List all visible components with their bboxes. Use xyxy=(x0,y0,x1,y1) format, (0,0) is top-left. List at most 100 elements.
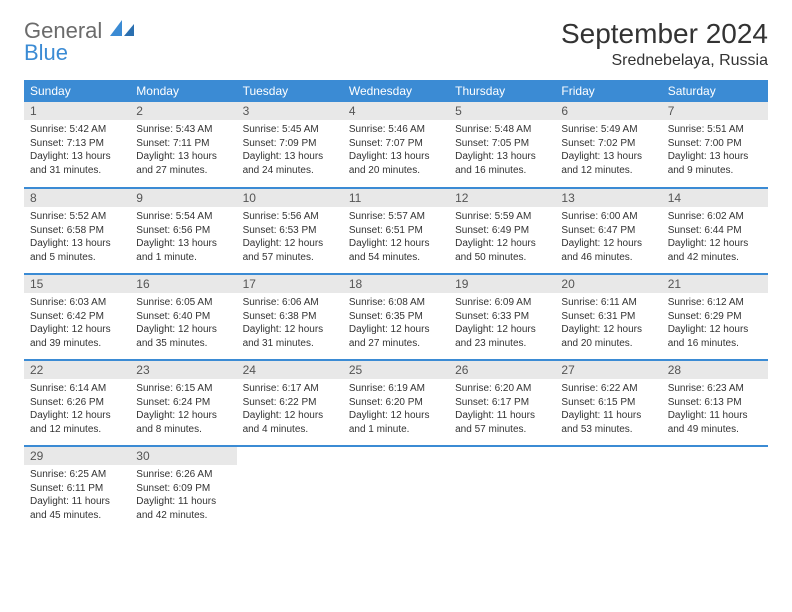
calendar-cell: 16Sunrise: 6:05 AMSunset: 6:40 PMDayligh… xyxy=(130,274,236,360)
daylight-text: Daylight: 11 hours and 57 minutes. xyxy=(455,409,549,436)
sunrise-text: Sunrise: 6:15 AM xyxy=(136,382,230,396)
sunset-text: Sunset: 6:49 PM xyxy=(455,224,549,238)
sunset-text: Sunset: 7:09 PM xyxy=(243,137,337,151)
day-number: 4 xyxy=(343,102,449,120)
sunset-text: Sunset: 6:42 PM xyxy=(30,310,124,324)
daylight-text: Daylight: 12 hours and 27 minutes. xyxy=(349,323,443,350)
daylight-text: Daylight: 12 hours and 57 minutes. xyxy=(243,237,337,264)
sunset-text: Sunset: 6:35 PM xyxy=(349,310,443,324)
day-details: Sunrise: 6:06 AMSunset: 6:38 PMDaylight:… xyxy=(237,293,343,354)
calendar-cell xyxy=(343,446,449,532)
sunset-text: Sunset: 6:09 PM xyxy=(136,482,230,496)
day-number: 21 xyxy=(662,275,768,293)
daylight-text: Daylight: 13 hours and 12 minutes. xyxy=(561,150,655,177)
day-details: Sunrise: 6:14 AMSunset: 6:26 PMDaylight:… xyxy=(24,379,130,440)
weekday-header: Sunday xyxy=(24,80,130,102)
logo-sail-icon xyxy=(108,18,136,38)
day-details: Sunrise: 6:00 AMSunset: 6:47 PMDaylight:… xyxy=(555,207,661,268)
calendar-week-row: 29Sunrise: 6:25 AMSunset: 6:11 PMDayligh… xyxy=(24,446,768,532)
daylight-text: Daylight: 12 hours and 16 minutes. xyxy=(668,323,762,350)
calendar-table: Sunday Monday Tuesday Wednesday Thursday… xyxy=(24,80,768,532)
daylight-text: Daylight: 13 hours and 16 minutes. xyxy=(455,150,549,177)
logo: General Blue xyxy=(24,18,136,64)
day-details: Sunrise: 6:20 AMSunset: 6:17 PMDaylight:… xyxy=(449,379,555,440)
day-number: 25 xyxy=(343,361,449,379)
day-details: Sunrise: 5:52 AMSunset: 6:58 PMDaylight:… xyxy=(24,207,130,268)
sunrise-text: Sunrise: 6:11 AM xyxy=(561,296,655,310)
weekday-header: Tuesday xyxy=(237,80,343,102)
daylight-text: Daylight: 12 hours and 50 minutes. xyxy=(455,237,549,264)
calendar-cell: 19Sunrise: 6:09 AMSunset: 6:33 PMDayligh… xyxy=(449,274,555,360)
sunset-text: Sunset: 6:22 PM xyxy=(243,396,337,410)
calendar-cell: 26Sunrise: 6:20 AMSunset: 6:17 PMDayligh… xyxy=(449,360,555,446)
day-number: 1 xyxy=(24,102,130,120)
daylight-text: Daylight: 13 hours and 20 minutes. xyxy=(349,150,443,177)
sunrise-text: Sunrise: 5:51 AM xyxy=(668,123,762,137)
day-number: 5 xyxy=(449,102,555,120)
daylight-text: Daylight: 12 hours and 42 minutes. xyxy=(668,237,762,264)
day-details: Sunrise: 6:23 AMSunset: 6:13 PMDaylight:… xyxy=(662,379,768,440)
daylight-text: Daylight: 12 hours and 35 minutes. xyxy=(136,323,230,350)
sunset-text: Sunset: 6:44 PM xyxy=(668,224,762,238)
sunrise-text: Sunrise: 6:20 AM xyxy=(455,382,549,396)
calendar-cell: 15Sunrise: 6:03 AMSunset: 6:42 PMDayligh… xyxy=(24,274,130,360)
sunrise-text: Sunrise: 6:22 AM xyxy=(561,382,655,396)
day-details: Sunrise: 5:45 AMSunset: 7:09 PMDaylight:… xyxy=(237,120,343,181)
calendar-cell: 11Sunrise: 5:57 AMSunset: 6:51 PMDayligh… xyxy=(343,188,449,274)
daylight-text: Daylight: 12 hours and 20 minutes. xyxy=(561,323,655,350)
sunset-text: Sunset: 6:56 PM xyxy=(136,224,230,238)
daylight-text: Daylight: 13 hours and 24 minutes. xyxy=(243,150,337,177)
day-number: 17 xyxy=(237,275,343,293)
sunrise-text: Sunrise: 6:05 AM xyxy=(136,296,230,310)
day-number: 11 xyxy=(343,189,449,207)
calendar-cell: 7Sunrise: 5:51 AMSunset: 7:00 PMDaylight… xyxy=(662,102,768,188)
calendar-week-row: 8Sunrise: 5:52 AMSunset: 6:58 PMDaylight… xyxy=(24,188,768,274)
day-number: 9 xyxy=(130,189,236,207)
day-number: 3 xyxy=(237,102,343,120)
sunset-text: Sunset: 7:07 PM xyxy=(349,137,443,151)
day-number: 28 xyxy=(662,361,768,379)
day-details: Sunrise: 5:59 AMSunset: 6:49 PMDaylight:… xyxy=(449,207,555,268)
sunset-text: Sunset: 6:31 PM xyxy=(561,310,655,324)
sunrise-text: Sunrise: 6:25 AM xyxy=(30,468,124,482)
daylight-text: Daylight: 11 hours and 49 minutes. xyxy=(668,409,762,436)
calendar-cell: 2Sunrise: 5:43 AMSunset: 7:11 PMDaylight… xyxy=(130,102,236,188)
daylight-text: Daylight: 13 hours and 5 minutes. xyxy=(30,237,124,264)
day-details: Sunrise: 6:17 AMSunset: 6:22 PMDaylight:… xyxy=(237,379,343,440)
day-details: Sunrise: 6:22 AMSunset: 6:15 PMDaylight:… xyxy=(555,379,661,440)
calendar-cell xyxy=(237,446,343,532)
day-details: Sunrise: 5:42 AMSunset: 7:13 PMDaylight:… xyxy=(24,120,130,181)
sunrise-text: Sunrise: 5:45 AM xyxy=(243,123,337,137)
header: General Blue September 2024 Srednebelaya… xyxy=(24,18,768,70)
calendar-cell: 21Sunrise: 6:12 AMSunset: 6:29 PMDayligh… xyxy=(662,274,768,360)
sunrise-text: Sunrise: 6:17 AM xyxy=(243,382,337,396)
sunset-text: Sunset: 6:20 PM xyxy=(349,396,443,410)
day-number: 19 xyxy=(449,275,555,293)
title-block: September 2024 Srednebelaya, Russia xyxy=(561,18,768,70)
calendar-cell: 13Sunrise: 6:00 AMSunset: 6:47 PMDayligh… xyxy=(555,188,661,274)
sunset-text: Sunset: 6:33 PM xyxy=(455,310,549,324)
day-details: Sunrise: 5:56 AMSunset: 6:53 PMDaylight:… xyxy=(237,207,343,268)
day-number: 18 xyxy=(343,275,449,293)
weekday-header: Wednesday xyxy=(343,80,449,102)
daylight-text: Daylight: 13 hours and 1 minute. xyxy=(136,237,230,264)
day-details: Sunrise: 5:43 AMSunset: 7:11 PMDaylight:… xyxy=(130,120,236,181)
daylight-text: Daylight: 12 hours and 23 minutes. xyxy=(455,323,549,350)
day-details: Sunrise: 5:54 AMSunset: 6:56 PMDaylight:… xyxy=(130,207,236,268)
day-details: Sunrise: 5:57 AMSunset: 6:51 PMDaylight:… xyxy=(343,207,449,268)
sunrise-text: Sunrise: 5:49 AM xyxy=(561,123,655,137)
day-details: Sunrise: 6:11 AMSunset: 6:31 PMDaylight:… xyxy=(555,293,661,354)
location: Srednebelaya, Russia xyxy=(561,52,768,70)
calendar-week-row: 1Sunrise: 5:42 AMSunset: 7:13 PMDaylight… xyxy=(24,102,768,188)
day-details: Sunrise: 6:25 AMSunset: 6:11 PMDaylight:… xyxy=(24,465,130,526)
sunset-text: Sunset: 6:51 PM xyxy=(349,224,443,238)
daylight-text: Daylight: 12 hours and 39 minutes. xyxy=(30,323,124,350)
daylight-text: Daylight: 12 hours and 46 minutes. xyxy=(561,237,655,264)
sunrise-text: Sunrise: 6:00 AM xyxy=(561,210,655,224)
day-number: 2 xyxy=(130,102,236,120)
sunset-text: Sunset: 7:11 PM xyxy=(136,137,230,151)
calendar-week-row: 22Sunrise: 6:14 AMSunset: 6:26 PMDayligh… xyxy=(24,360,768,446)
day-details: Sunrise: 6:09 AMSunset: 6:33 PMDaylight:… xyxy=(449,293,555,354)
day-number: 14 xyxy=(662,189,768,207)
day-details: Sunrise: 6:15 AMSunset: 6:24 PMDaylight:… xyxy=(130,379,236,440)
